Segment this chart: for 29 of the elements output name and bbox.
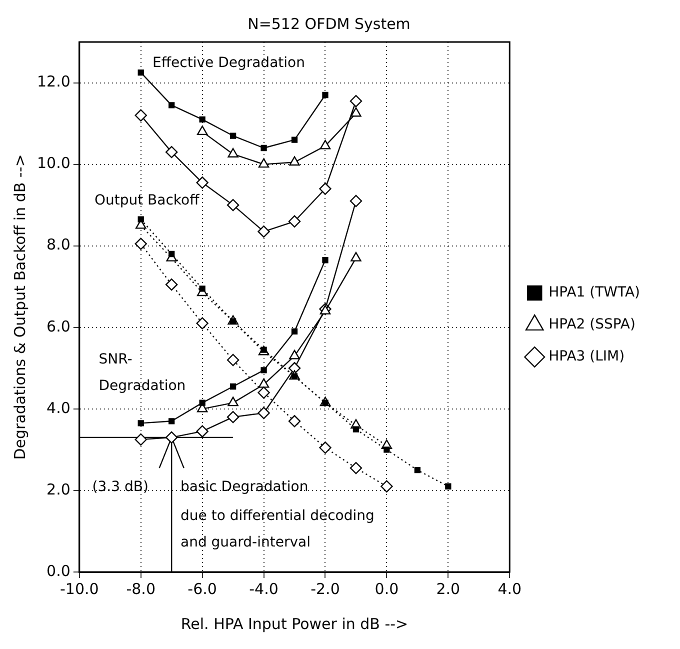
x-tick-label: -2.0 [310,580,340,598]
legend-label: HPA3 (LIM) [548,348,625,365]
y-axis-title: Degradations & Output Backoff in dB --> [10,154,29,460]
annotation: due to differential decoding [180,508,374,524]
y-tick-label: 10.0 [36,154,70,172]
annotation: Effective Degradation [152,54,305,71]
annotation: SNR- [98,352,132,368]
y-tick-label: 8.0 [46,236,70,254]
y-tick-label: 0.0 [46,562,70,580]
y-tick-label: 4.0 [46,398,70,417]
x-tick-label: 0.0 [374,580,399,598]
x-tick-label: -6.0 [188,580,217,598]
chart-title: N=512 OFDM System [248,14,410,33]
x-tick-label: -4.0 [249,580,278,598]
annotation: (3.3 dB) [92,478,148,495]
annotation: Degradation [98,378,186,394]
x-tick-label: -8.0 [126,580,156,598]
x-tick-label: -10.0 [60,580,99,598]
y-tick-label: 2.0 [46,480,70,498]
legend-label: HPA1 (TWTA) [548,284,640,301]
annotation: and guard-interval [180,534,310,550]
annotation: basic Degradation [180,478,308,495]
annotation: Output Backoff [94,192,200,209]
x-axis-title: Rel. HPA Input Power in dB --> [180,614,408,633]
x-tick-label: 2.0 [436,580,460,598]
y-tick-label: 6.0 [46,317,70,336]
legend-label: HPA2 (SSPA) [548,316,636,333]
y-tick-label: 12.0 [36,72,70,91]
x-tick-label: 4.0 [498,580,522,598]
